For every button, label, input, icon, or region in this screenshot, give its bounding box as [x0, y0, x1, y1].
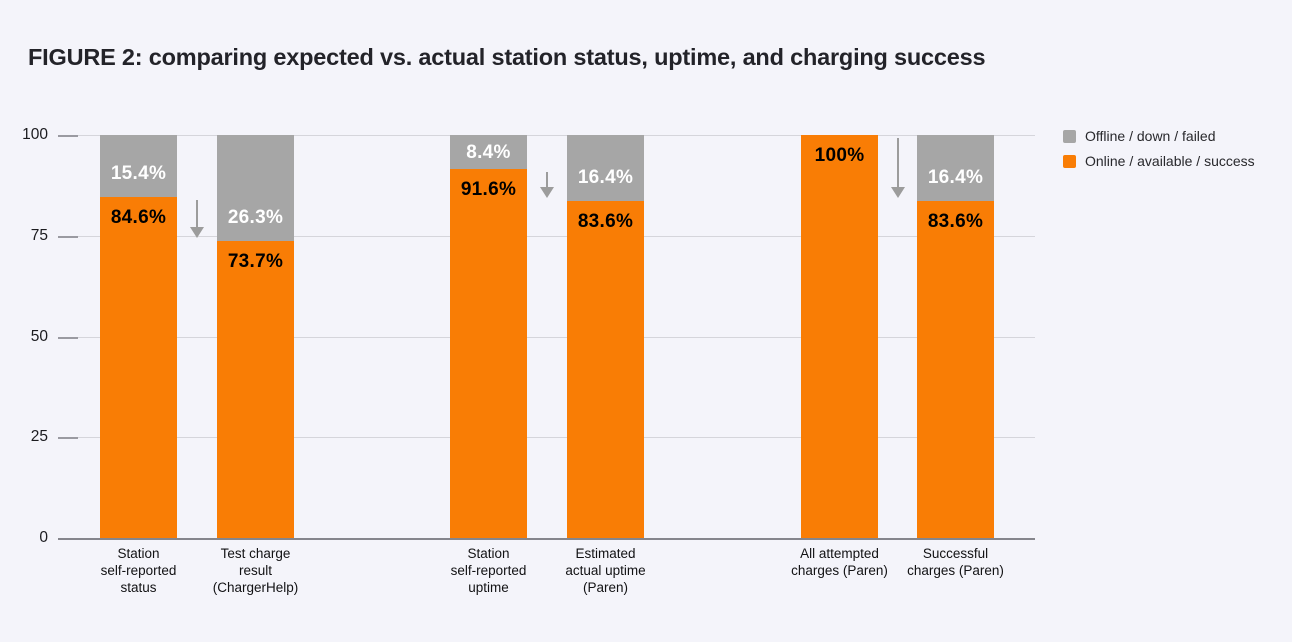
figure-title: FIGURE 2: comparing expected vs. actual …: [28, 44, 986, 70]
arrow-head: [890, 187, 905, 199]
arrow-head: [190, 226, 204, 238]
arrow-shaft: [546, 171, 548, 189]
bar-value-label-online: 91.6%: [460, 178, 517, 200]
gridline: [58, 135, 1035, 136]
x-category-label-line: Test charge: [220, 546, 291, 561]
x-category-label-line: Successful: [922, 546, 989, 561]
bar-segment-online: 100%: [801, 135, 878, 538]
bar-segment-online: 83.6%: [567, 201, 644, 538]
y-tick-mark: [58, 336, 78, 339]
bar-value-label-online: 100%: [814, 145, 865, 166]
decrease-arrow-icon: [890, 138, 906, 199]
legend-item: Online / available / success: [1063, 153, 1255, 169]
y-tick-label: 100: [22, 126, 48, 143]
x-category-label-line: charges (Paren): [791, 563, 888, 578]
x-category-label-line: Estimated: [575, 546, 636, 561]
y-tick-label: 25: [30, 428, 48, 446]
arrow-head: [540, 187, 554, 199]
bar-value-label-offline: 16.4%: [927, 167, 984, 189]
gridline: [58, 336, 1035, 338]
legend-label: Online / available / success: [1085, 153, 1255, 169]
legend-label: Offline / down / failed: [1085, 128, 1216, 144]
bar-value-label-online: 73.7%: [227, 250, 284, 272]
bar-value-label-offline: 15.4%: [110, 163, 167, 185]
bar-segment-online: 91.6%: [450, 168, 527, 538]
x-category-label-line: Station: [117, 546, 160, 561]
bar-segment-offline: 16.4%: [567, 135, 644, 202]
x-category-label: All attempted charges (Paren): [755, 545, 925, 579]
y-tick-mark: [58, 135, 78, 137]
bar-segment-offline: 15.4%: [100, 135, 177, 198]
x-category-label-line: actual uptime: [565, 563, 646, 578]
bar-value-label-offline: 26.3%: [227, 206, 284, 228]
bar-segment-offline: 16.4%: [917, 135, 994, 202]
bar-value-label-online: 83.6%: [577, 211, 634, 233]
chart-plot-area: 100 75 50 25 0 84.6% 15.4% Station self-reported…: [22, 126, 1035, 595]
bar-segment-online: 73.7%: [217, 240, 294, 538]
bar-value-label-online: 84.6%: [110, 207, 167, 229]
bar-value-label-offline: 8.4%: [466, 141, 511, 163]
x-category-label-line: Station: [467, 546, 510, 561]
legend-item: Offline / down / failed: [1063, 128, 1255, 144]
y-tick-label: 75: [30, 226, 48, 244]
x-category-label-line: status: [120, 580, 157, 595]
x-category-label-line: (ChargerHelp): [212, 580, 299, 595]
y-tick-mark: [58, 437, 78, 440]
decrease-arrow-icon: [539, 171, 555, 199]
bar-segment-online: 83.6%: [917, 201, 994, 538]
decrease-arrow-icon: [189, 200, 205, 238]
x-category-label-line: self-reported: [450, 563, 527, 578]
x-category-label: Station self-reported status: [54, 545, 224, 596]
x-category-label-line: (Paren): [582, 580, 628, 595]
x-category-label: Test charge result (ChargerHelp): [171, 545, 341, 596]
arrow-shaft: [896, 138, 899, 189]
bar-segment-offline: 8.4%: [450, 135, 527, 169]
x-axis-line: [58, 538, 1035, 540]
y-tick-label: 50: [30, 327, 48, 345]
gridline: [58, 235, 1035, 237]
x-category-label-line: charges (Paren): [907, 563, 1004, 578]
x-category-label-line: result: [238, 563, 272, 578]
bar-value-label-offline: 16.4%: [577, 167, 634, 189]
legend-swatch: [1063, 154, 1076, 168]
y-tick-mark: [58, 235, 78, 238]
x-category-label: Station self-reported uptime: [404, 545, 574, 596]
chart-legend: Offline / down / failed Online / availabl…: [1063, 128, 1255, 178]
bar-segment-offline: 26.3%: [217, 135, 294, 241]
x-category-label: Estimated actual uptime (Paren): [521, 545, 691, 596]
x-category-label-line: uptime: [468, 580, 509, 595]
bar-segment-online: 84.6%: [100, 197, 177, 538]
y-tick-label: 0: [39, 529, 48, 546]
bar-value-label-online: 83.6%: [927, 211, 984, 233]
x-category-label-line: self-reported: [100, 563, 177, 578]
x-category-label-line: All attempted: [800, 546, 879, 561]
legend-swatch: [1063, 129, 1076, 143]
gridline: [58, 437, 1035, 439]
arrow-shaft: [196, 200, 198, 228]
x-category-label: Successful charges (Paren): [871, 545, 1041, 579]
